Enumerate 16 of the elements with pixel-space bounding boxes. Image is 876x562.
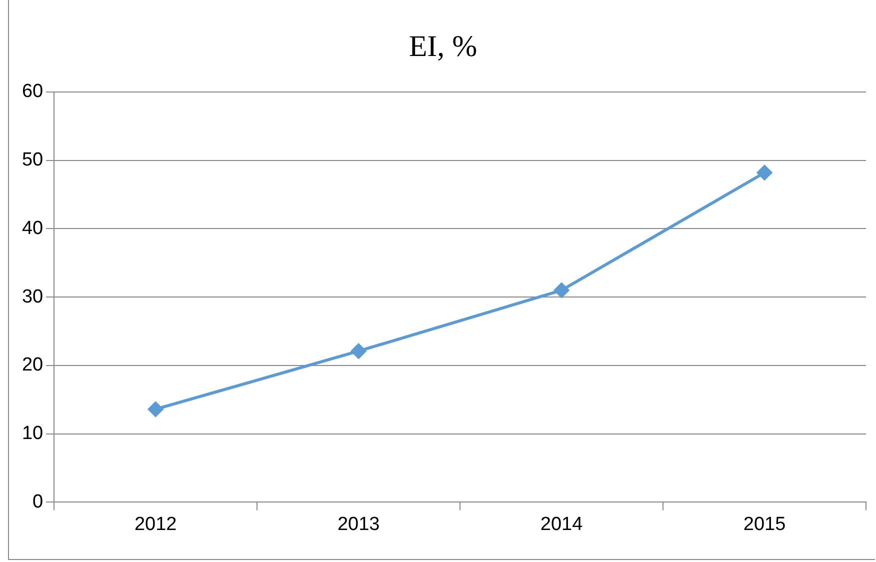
y-tick-label: 0 — [32, 491, 44, 512]
point — [148, 402, 164, 417]
y-tick-label: 20 — [22, 354, 44, 376]
point — [757, 165, 772, 180]
y-tick-label: 60 — [22, 81, 44, 102]
y-tick-label: 30 — [22, 286, 44, 308]
x-tick-label: 2015 — [743, 514, 786, 535]
point — [554, 282, 570, 298]
chart-title: EI, % — [408, 30, 478, 63]
x-tick-label: 2012 — [134, 514, 177, 535]
point — [351, 344, 366, 359]
y-tick-label: 40 — [22, 218, 44, 239]
x-tick-label: 2014 — [540, 514, 584, 535]
y-tick-label: 50 — [22, 150, 44, 171]
y-tick-label: 10 — [22, 423, 44, 444]
x-tick-label: 2013 — [337, 514, 380, 535]
